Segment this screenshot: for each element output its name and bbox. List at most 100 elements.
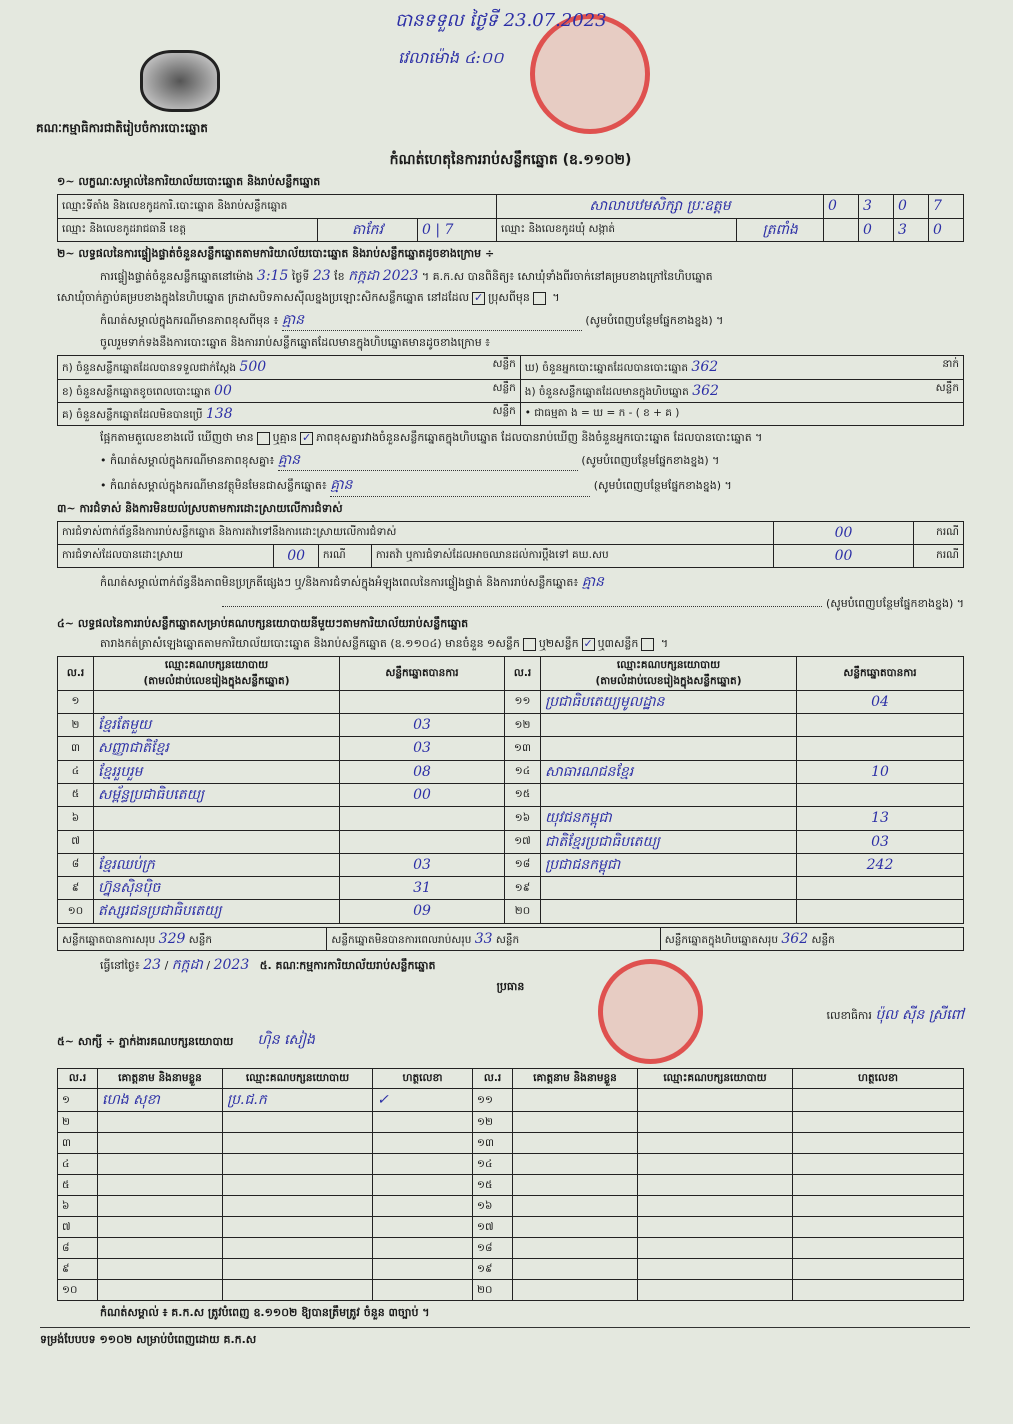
party-name [540,713,797,738]
party-name: ជាតិខ្មែរប្រជាធិបតេយ្យ [540,829,797,854]
section-4-heading: ៤~ លទ្ធផលនៃការរាប់សន្លឹកឆ្នោតសម្រាប់គណបក… [57,617,469,631]
discrepancy-line: ផ្អែកតាមតួលេខខាងលើ ឃើញថា មាន ឬគ្មាន ✓ ភាពខុ… [100,430,763,445]
witness-party [222,1195,373,1218]
footer-divider [40,1327,970,1329]
form-title: កំណត់ហេតុនៃការរាប់សន្លឹកឆ្នោត (ឧ.១១០២) [389,152,632,168]
station-value: សាលាបឋមសិក្សា ប្រៈឧត្តម [496,194,824,219]
witness-number: ១១ [472,1087,513,1113]
witness-number: ១៥ [472,1174,513,1197]
section-1-heading: ១~ លក្ខណៈសម្គាល់នៃការិយាល័យបោះឆ្នោត និងរ… [57,175,321,189]
complaints-value: 00 [773,520,914,545]
totals-table: សន្លឹកឆ្នោតបានការសរុប 329 សន្លឹក សន្លឹកឆ… [56,926,965,952]
witness-name [512,1087,638,1113]
witness-signature [792,1195,964,1218]
same-checkbox[interactable]: ✓ [472,290,486,305]
party-number: ៣ [57,736,94,761]
appeal-value: 00 [773,543,914,569]
no-discrepancy-checkbox[interactable]: ✓ [300,430,314,445]
party-votes: 31 [339,876,505,901]
province-label: ឈ្មោះ និងលេខកូដរាជធានី ខេត្ត [57,217,318,242]
irregularity-hint: (សូមបំពេញបន្ថែមផ្នែកខាងខ្នង) ។ [57,596,964,612]
witness-name: ហេង សុខា [97,1087,223,1113]
party-row: ៤ខ្មែររួបរួម 08 ១៤ សាធារណជនខ្មែរ 10 [57,759,964,784]
witness-name [97,1111,223,1134]
party-votes: 04 [796,689,964,715]
party-votes [796,713,964,738]
tally-sheet-line: តារាងកត់ត្រាសំឡេងឆ្នោតតាមការិយាល័យបោះឆ្ន… [100,636,669,651]
party-votes: 03 [339,713,505,738]
witness-party [637,1237,793,1260]
witness-party [222,1237,373,1260]
station-label: ឈ្មោះទីតាំង និងលេខកូដការិ.បោះឆ្នោត និងរា… [56,194,498,219]
received-note: បានទទួល ថ្ងៃទី 23.07.2023 [395,10,607,31]
witness-number: ១៣ [472,1132,513,1155]
party-votes [796,876,964,901]
seal-note: កំណត់សម្គាល់ក្នុងករណីមានភាពខុសពីមុន ៖ គ្… [57,310,964,332]
party-name: សម្ព័ន្ធប្រជាធិបតេយ្យ [93,782,340,808]
diff-note: • កំណត់សម្គាល់ក្នុងករណីមានភាពខុសគ្នា៖ គ្… [57,450,964,472]
party-votes: 09 [339,899,505,924]
witness-number: ៨ [57,1237,98,1260]
party-votes: 00 [339,782,505,808]
party-number: ១៨ [504,852,541,878]
witness-number: ១៧ [472,1216,513,1239]
header: បានទទួល ថ្ងៃទី 23.07.2023 វេលាម៉ោង ៤:០០ … [36,8,964,148]
witness-name [97,1174,223,1197]
complaints-table: ការជំទាស់ពាក់ព័ន្ធនឹងការរាប់សន្លឹកឆ្នោត … [56,520,964,569]
province-value: តាកែវ [316,217,418,242]
party-name: ហ្វ៊ុនស៊ិនប៉ិច [93,876,340,901]
witness-party [637,1111,793,1134]
three-sheets-checkbox[interactable] [641,637,655,651]
appeal-unit: ករណី [913,543,964,569]
witness-signature [372,1279,473,1302]
irregularity-note: កំណត់សម្គាល់ពាក់ព័ន្ធនឹងភាពមិនប្រក្រតីផ្… [100,574,604,591]
witness-number: ១៦ [472,1195,513,1218]
witness-signature [372,1195,473,1218]
witness-party [637,1153,793,1176]
changed-checkbox[interactable] [532,291,546,305]
witness-row: ៤ ១៤ [57,1153,964,1176]
witness-party [637,1174,793,1197]
witness-number: ២ [57,1111,98,1134]
secretary: លេខាធិការ ប៉ុល ស៊ីន ស្រីពៅ [826,1007,965,1024]
witness-row: ៩ ១៩ [57,1258,964,1281]
witness-number: ៥ [57,1174,98,1197]
witness-party: ប្រ.ជ.ក [222,1087,373,1113]
witness-name [97,1132,223,1155]
witness-row: ៣ ១៣ [57,1132,964,1155]
party-row: ៣សញ្ញាជាតិខ្មែរ 03 ១៣ [57,736,964,761]
witness-signature [372,1153,473,1176]
resolved-value: 00 [273,543,319,569]
witness-signature [792,1174,964,1197]
ballot-counts-table: ក) ចំនួនសន្លឹកឆ្នោតដែលបានទទួលជាក់ស្តែង 5… [57,355,965,427]
witness-name [512,1153,638,1176]
party-number: ២០ [504,899,541,924]
party-name: ឥស្សរជនប្រជាធិបតេយ្យ [93,899,340,924]
party-votes [339,806,505,831]
witness-party [637,1258,793,1281]
station-code-4: 7 [927,194,965,219]
official-stamp-top [530,14,650,134]
witness-signature [792,1111,964,1134]
party-results-table: ល.រ ឈ្មោះគណបក្សនយោបាយ (តាមលំដាប់លេខរៀងក្នុ… [57,656,964,924]
box-count: ង) ចំនួនសន្លឹកឆ្នោតដែលមានក្នុងហិបឆ្នោត 3… [519,378,965,403]
party-votes: 10 [796,759,964,784]
witness-party [222,1216,373,1239]
party-number: ៥ [57,782,94,808]
party-name: ខ្មែរតែមួយ [93,713,340,738]
has-discrepancy-checkbox[interactable] [256,431,270,445]
witness-name [97,1279,223,1302]
formula: • ជាធម្មតា ង = ឃ = ក - ( ខ + គ ) [519,401,965,427]
party-number: ១៦ [504,806,541,831]
witness-number: ១០ [57,1279,98,1302]
witness-row: ២ ១២ [57,1111,964,1134]
one-sheet-checkbox[interactable] [522,637,536,651]
witness-name [512,1237,638,1260]
signature-area: ធ្វើនៅថ្ងៃ៖ 23 / កក្កដា / 2023 ៥. គណៈកម្… [57,955,964,1065]
station-info-table: ឈ្មោះទីតាំង និងលេខកូដការិ.បោះឆ្នោត និងរា… [56,194,965,242]
two-sheets-checkbox[interactable]: ✓ [581,636,595,651]
witness-name [97,1216,223,1239]
party-name [93,806,340,831]
witness-party [637,1216,793,1239]
complaints-label: ការជំទាស់ពាក់ព័ន្ធនឹងការរាប់សន្លឹកឆ្នោត … [57,520,774,545]
